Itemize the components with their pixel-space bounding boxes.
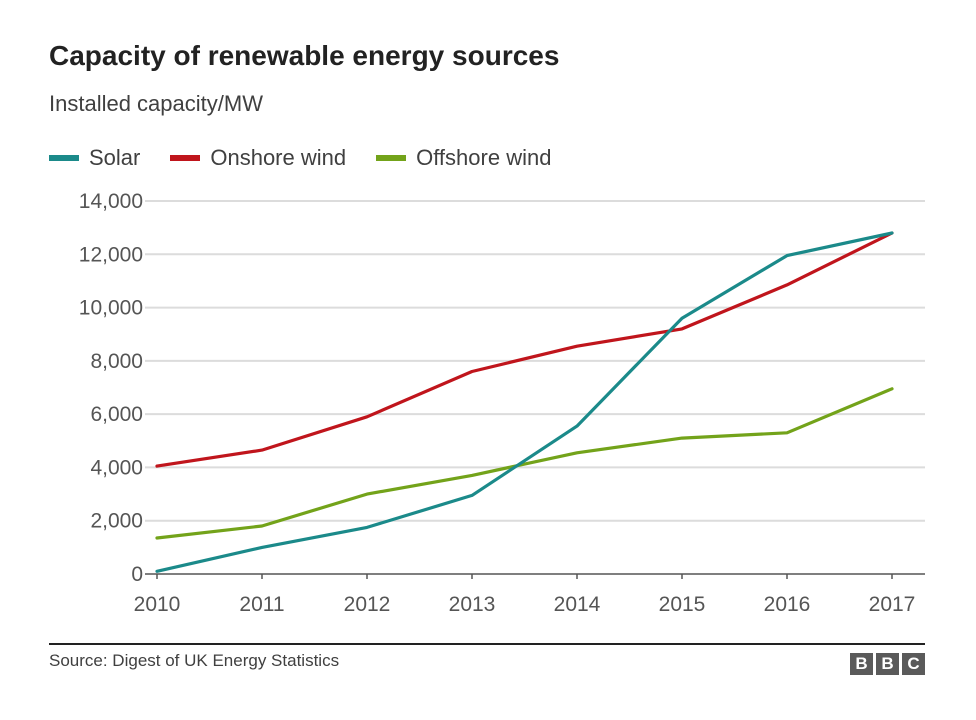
x-tick-label: 2017 (869, 593, 916, 616)
x-tick-label: 2014 (554, 593, 601, 616)
legend-item-onshore-wind: Onshore wind (170, 145, 346, 171)
y-tick-label: 14,000 (79, 190, 143, 213)
x-tick-label: 2012 (344, 593, 391, 616)
footer-divider (49, 643, 925, 645)
x-tick-label: 2010 (134, 593, 181, 616)
x-tick-label: 2016 (764, 593, 811, 616)
x-tick-label: 2013 (449, 593, 496, 616)
legend-label-solar: Solar (89, 145, 141, 170)
y-tick-label: 12,000 (79, 243, 143, 266)
series-line-offshore-wind (155, 387, 894, 540)
source-note: Source: Digest of UK Energy Statistics (49, 651, 340, 670)
y-tick-label: 8,000 (90, 350, 143, 373)
chart-title: Capacity of renewable energy sources (49, 40, 560, 71)
y-tick-label: 2,000 (90, 510, 143, 533)
y-tick-label: 10,000 (79, 297, 143, 320)
bbc-logo-letter: B (876, 653, 899, 675)
legend-item-solar: Solar (49, 145, 140, 171)
y-tick-label: 0 (131, 563, 143, 586)
bbc-logo-letter: C (902, 653, 925, 675)
bbc-logo-letter: B (850, 653, 873, 675)
legend-swatch-onshore-wind (170, 155, 201, 161)
bbc-logo: B B C (847, 653, 925, 675)
series-line-solar (155, 231, 894, 573)
y-tick-label: 6,000 (90, 403, 143, 426)
x-tick-label: 2011 (239, 593, 284, 616)
legend-swatch-solar (49, 155, 79, 161)
legend-label-offshore-wind: Offshore wind (416, 145, 552, 170)
x-tick-label: 2015 (659, 593, 706, 616)
legend-item-offshore-wind: Offshore wind (376, 145, 551, 171)
series-line-onshore-wind (155, 231, 894, 468)
legend: Solar Onshore wind Offshore wind (49, 145, 581, 171)
legend-label-onshore-wind: Onshore wind (210, 145, 347, 170)
y-tick-label: 4,000 (90, 456, 143, 479)
chart-subtitle: Installed capacity/MW (49, 91, 263, 116)
legend-swatch-offshore-wind (376, 155, 407, 161)
